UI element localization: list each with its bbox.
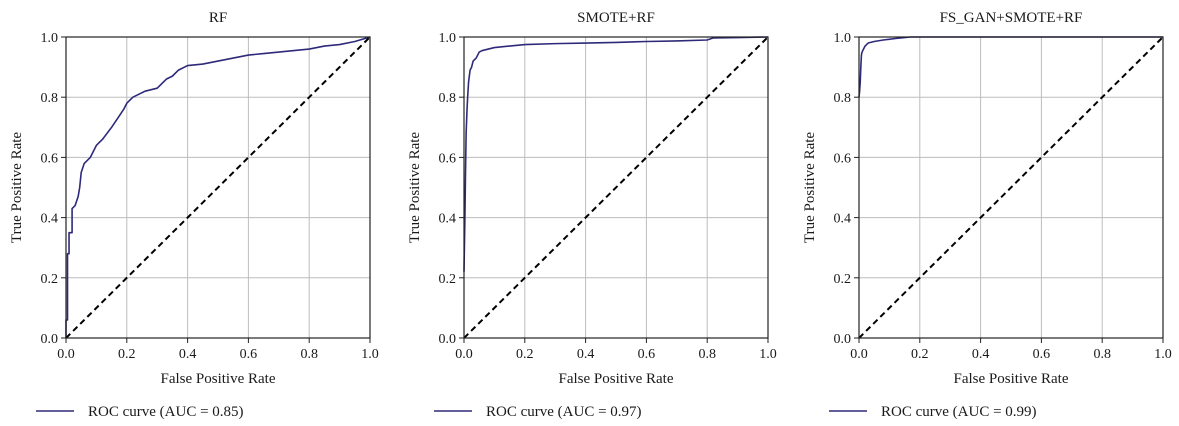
y-axis-label: True Positive Rate: [802, 132, 818, 243]
y-tick-label: 0.6: [439, 151, 457, 166]
x-tick-label: 0.6: [638, 347, 656, 362]
y-tick-label: 0.2: [834, 272, 852, 287]
x-axis-label: False Positive Rate: [954, 371, 1069, 387]
x-tick-label: 0.6: [240, 347, 258, 362]
x-axis-label: False Positive Rate: [161, 371, 276, 387]
roc-curve-line: [463, 36, 769, 272]
plot-frame: [858, 36, 1164, 339]
chart-title: RF: [209, 10, 227, 26]
roc-curve-line: [65, 36, 371, 338]
x-tick-label: 0.8: [300, 347, 318, 362]
chart-panel: SMOTE+RF 0.0 0.2 0.4 0.6 0.8 1.0 0.0 0.2 0.4 0.6 0.…: [407, 10, 777, 420]
chart-panel: FS_GAN+SMOTE+RF 0.0 0.2 0.4 0.6 0.8 1.0 0.0 0.2 0…: [802, 10, 1172, 420]
chance-diagonal-line: [858, 36, 1164, 339]
chance-diagonal-line: [65, 36, 371, 339]
x-tick-label: 1.0: [759, 347, 777, 362]
legend-entry: ROC curve (AUC = 0.85): [88, 404, 244, 420]
y-tick-label: 0.2: [439, 272, 457, 287]
x-tick-label: 0.4: [972, 347, 990, 362]
chart-title: SMOTE+RF: [577, 10, 655, 26]
legend-entry: ROC curve (AUC = 0.99): [881, 404, 1037, 420]
y-tick-label: 0.0: [41, 332, 59, 347]
chart-panel: RF 0.0 0.2 0.4 0.6 0.8 1.0 0.0 0.2 0.4 0.6 0.8 1.0 Fa…: [9, 10, 379, 420]
y-axis-label: True Positive Rate: [9, 132, 25, 243]
chart-title: FS_GAN+SMOTE+RF: [940, 10, 1083, 26]
plot-frame: [463, 36, 769, 339]
x-tick-label: 0.0: [455, 347, 473, 362]
roc-curve-line: [858, 36, 1163, 98]
y-tick-label: 0.0: [439, 332, 457, 347]
x-tick-label: 0.2: [516, 347, 534, 362]
y-tick-label: 1.0: [439, 31, 457, 46]
x-tick-label: 1.0: [1154, 347, 1172, 362]
y-tick-label: 0.6: [834, 151, 852, 166]
y-tick-label: 0.8: [439, 91, 457, 106]
x-axis-label: False Positive Rate: [559, 371, 674, 387]
x-tick-label: 1.0: [361, 347, 379, 362]
x-tick-label: 0.4: [577, 347, 595, 362]
x-tick-label: 0.0: [850, 347, 868, 362]
x-tick-label: 0.8: [698, 347, 716, 362]
chance-diagonal-line: [463, 36, 769, 339]
x-tick-label: 0.2: [118, 347, 136, 362]
y-tick-label: 0.6: [41, 151, 59, 166]
y-tick-label: 0.0: [834, 332, 852, 347]
y-axis-label: True Positive Rate: [407, 132, 423, 243]
x-tick-label: 0.2: [911, 347, 929, 362]
y-tick-label: 0.4: [41, 212, 59, 227]
y-tick-label: 0.8: [41, 91, 59, 106]
y-tick-label: 0.2: [41, 272, 59, 287]
x-tick-label: 0.6: [1033, 347, 1051, 362]
y-tick-label: 0.4: [439, 212, 457, 227]
x-tick-label: 0.0: [57, 347, 75, 362]
y-tick-label: 1.0: [41, 31, 59, 46]
plot-frame: [65, 36, 371, 339]
x-tick-label: 0.4: [179, 347, 197, 362]
x-tick-label: 0.8: [1093, 347, 1111, 362]
y-tick-label: 1.0: [834, 31, 852, 46]
legend-entry: ROC curve (AUC = 0.97): [486, 404, 642, 420]
y-tick-label: 0.8: [834, 91, 852, 106]
y-tick-label: 0.4: [834, 212, 852, 227]
